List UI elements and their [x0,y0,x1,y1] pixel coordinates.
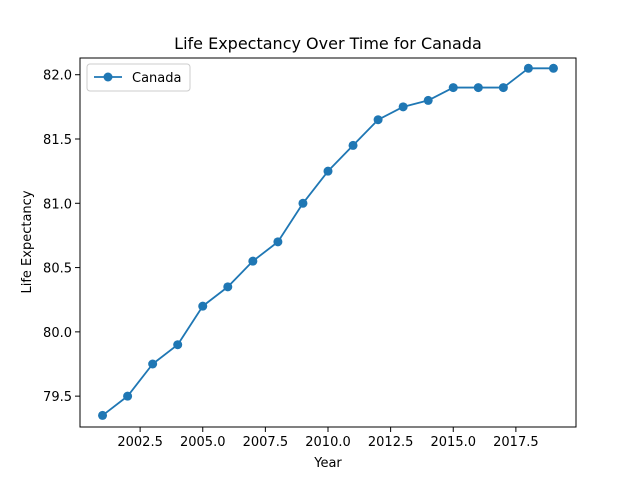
y-tick-label: 82.0 [43,69,72,84]
y-tick-label: 80.5 [43,262,72,277]
y-axis-label: Life Expectancy [20,190,35,293]
series-layer [98,63,558,420]
data-point [498,83,508,93]
legend: Canada [86,63,191,92]
x-tick-label: 2010.0 [305,435,351,450]
data-point [473,83,483,93]
chart-title: Life Expectancy Over Time for Canada [174,34,482,53]
data-point [373,115,383,125]
data-point [98,410,108,420]
data-point [398,102,408,112]
y-tick-label: 81.5 [43,133,72,148]
x-tick-label: 2007.5 [243,435,289,450]
data-point [223,282,233,292]
data-point [173,340,183,350]
x-tick-label: 2012.5 [368,435,414,450]
data-point [298,198,308,208]
legend-marker [103,72,113,82]
x-axis: 2002.5 2005.0 2007.5 2010.0 2012.5 2015.0 2017… [117,427,539,450]
data-point [323,166,333,176]
y-tick-label: 80.0 [43,326,72,341]
x-tick-label: 2017.5 [493,435,539,450]
data-point [248,256,258,266]
y-tick-label: 79.5 [43,390,72,405]
x-tick-label: 2005.0 [180,435,226,450]
data-point [548,63,558,73]
data-point [448,83,458,93]
data-point [423,95,433,105]
data-point [123,391,133,401]
data-point [198,301,208,311]
y-tick-label: 81.0 [43,197,72,212]
y-axis: 79.5 80.0 80.5 81.0 81.5 82.0 [43,69,80,405]
legend-box [86,63,191,92]
data-point [148,359,158,369]
data-point [273,237,283,247]
x-tick-label: 2002.5 [117,435,163,450]
x-axis-label: Year [313,456,342,471]
data-point [523,63,533,73]
legend-label-canada: Canada [132,71,181,86]
data-point [348,140,358,150]
x-tick-label: 2015.0 [431,435,477,450]
